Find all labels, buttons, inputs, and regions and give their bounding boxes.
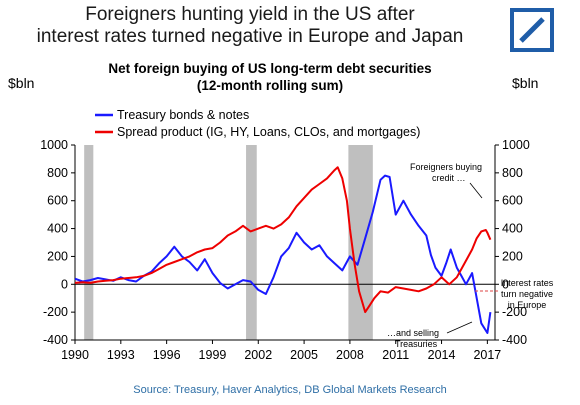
x-tick-2017: 2017: [473, 348, 501, 362]
recession-band-1: [246, 145, 257, 340]
source-note: Source: Treasury, Haver Analytics, DB Gl…: [133, 384, 447, 396]
annotations: Foreigners buying credit … Interest rate…: [387, 162, 554, 349]
annotation-rates-line1: Interest rates: [501, 278, 554, 288]
chart-title: Net foreign buying of US long-term debt …: [60, 60, 480, 94]
series-line-1: [74, 166, 492, 314]
recession-band-0: [84, 145, 94, 340]
annotation-rates-line3: in Europe: [508, 300, 547, 310]
annotation-treasuries-line2: Treasuries: [395, 339, 438, 349]
y-tick-right-200: 200: [502, 249, 523, 263]
slide-title-line1: Foreigners hunting yield in the US after: [85, 4, 415, 25]
right-axis-unit: $bln: [512, 75, 539, 91]
legend-label-treasury: Treasury bonds & notes: [117, 108, 249, 122]
annotation-treasuries-arrow: [446, 321, 473, 334]
x-tick-1990: 1990: [61, 348, 89, 362]
x-tick-2014: 2014: [428, 348, 456, 362]
series-line-0: [74, 174, 492, 334]
x-tick-1996: 1996: [153, 348, 181, 362]
x-tick-1999: 1999: [199, 348, 227, 362]
slide-title: Foreigners hunting yield in the US after…: [0, 4, 500, 48]
y-tick-left-200: 200: [47, 249, 68, 263]
y-tick-right-400: 400: [502, 222, 523, 236]
y-tick-right-600: 600: [502, 194, 523, 208]
annotation-treasuries-line1: …and selling: [387, 328, 439, 338]
annotation-rates-line2: turn negative: [501, 289, 553, 299]
y-tick-left-800: 800: [47, 166, 68, 180]
annotation-credit-line2: credit …: [432, 173, 466, 183]
x-tick-2002: 2002: [244, 348, 272, 362]
y-tick-left-400: 400: [47, 222, 68, 236]
chart-title-line1: Net foreign buying of US long-term debt …: [108, 61, 432, 76]
y-tick-left-0: 0: [61, 277, 68, 291]
x-tick-1993: 1993: [107, 348, 135, 362]
left-axis-unit: $bln: [8, 75, 35, 91]
y-tick-right-800: 800: [502, 166, 523, 180]
y-tick-right--200: -200: [502, 305, 527, 319]
x-tick-2011: 2011: [382, 348, 409, 362]
x-tick-2008: 2008: [336, 348, 364, 362]
deutsche-bank-logo-icon: [510, 8, 554, 52]
annotation-credit-arrow: [469, 182, 483, 199]
chart-title-line2: (12-month rolling sum): [196, 78, 344, 93]
series-lines: [74, 166, 492, 334]
y-tick-left--400: -400: [43, 333, 68, 347]
slide-title-line2: interest rates turned negative in Europe…: [36, 26, 464, 47]
x-tick-2005: 2005: [290, 348, 318, 362]
y-tick-left-600: 600: [47, 194, 68, 208]
annotation-credit-line1: Foreigners buying: [410, 162, 482, 172]
legend-label-spread: Spread product (IG, HY, Loans, CLOs, and…: [117, 125, 420, 139]
y-tick-right--400: -400: [502, 333, 527, 347]
y-tick-left--200: -200: [43, 305, 68, 319]
y-tick-right-1000: 1000: [502, 138, 530, 152]
legend: Treasury bonds & notes Spread product (I…: [95, 108, 420, 139]
y-tick-right-0: 0: [502, 277, 509, 291]
axes: -400 -400 -200 -200 0 0 200 200 400 400 600 600 800 8…: [40, 138, 530, 362]
y-tick-left-1000: 1000: [40, 138, 68, 152]
